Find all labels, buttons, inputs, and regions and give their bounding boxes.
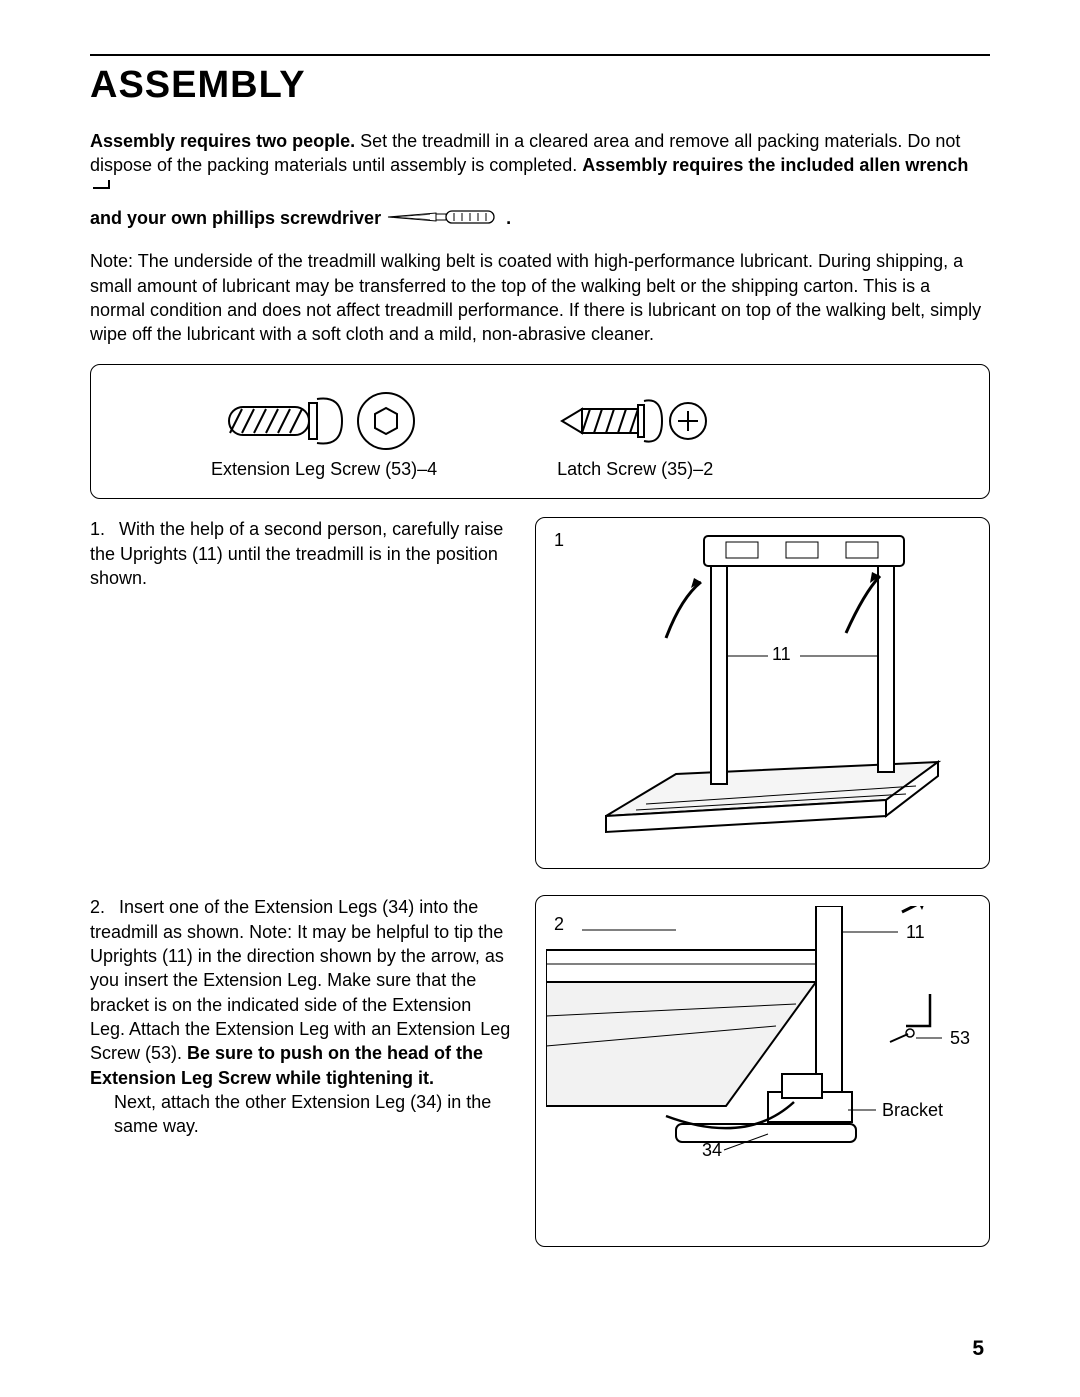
extension-leg-screw-part: Extension Leg Screw (53)–4 [211,391,437,480]
step-2-callout-34: 34 [702,1140,722,1161]
page-number: 5 [972,1337,984,1361]
step-2-callout-bracket: Bracket [882,1100,943,1121]
step-2-row: 2. Insert one of the Extension Legs (34)… [90,895,990,1247]
step-1-body: With the help of a second person, carefu… [90,519,503,588]
step-2-diagram: 2 [535,895,990,1247]
step-2-callout-11: 11 [906,922,925,943]
extension-leg-screw-icon [224,391,424,451]
step-1-text: 1. With the help of a second person, car… [90,517,511,869]
step-2-body-b: Next, attach the other Extension Leg (34… [114,1090,511,1139]
latch-screw-part: Latch Screw (35)–2 [557,391,713,480]
step-1-diagram: 1 [535,517,990,869]
title-rule [90,54,990,56]
step-2-callout-53: 53 [950,1028,970,1049]
note-paragraph: Note: The underside of the treadmill wal… [90,249,990,346]
page: ASSEMBLY Assembly requires two people. S… [0,0,1080,1287]
extension-leg-diagram-icon [546,906,976,1172]
step-1-num: 1. [90,517,114,541]
parts-box: Extension Leg Screw (53)–4 Latch Screw (… [90,364,990,499]
allen-wrench-icon [90,178,114,206]
step-2-text: 2. Insert one of the Extension Legs (34)… [90,895,511,1247]
intro-bold-2: Assembly requires the included allen wre… [582,155,968,175]
step-2-num: 2. [90,895,114,919]
latch-screw-icon [560,391,710,451]
intro-bold-3: and your own phillips screwdriver [90,208,381,228]
phillips-screwdriver-icon [386,207,501,231]
intro-period: . [506,208,511,228]
treadmill-diagram-icon [546,528,976,856]
step-1-callout-11: 11 [772,644,791,665]
extension-leg-screw-label: Extension Leg Screw (53)–4 [211,459,437,480]
intro-bold-1: Assembly requires two people. [90,131,355,151]
intro-paragraph: Assembly requires two people. Set the tr… [90,129,990,231]
latch-screw-label: Latch Screw (35)–2 [557,459,713,480]
step-2-body-a: Insert one of the Extension Legs (34) in… [90,897,510,1063]
page-title: ASSEMBLY [90,64,990,107]
step-1-row: 1. With the help of a second person, car… [90,517,990,869]
